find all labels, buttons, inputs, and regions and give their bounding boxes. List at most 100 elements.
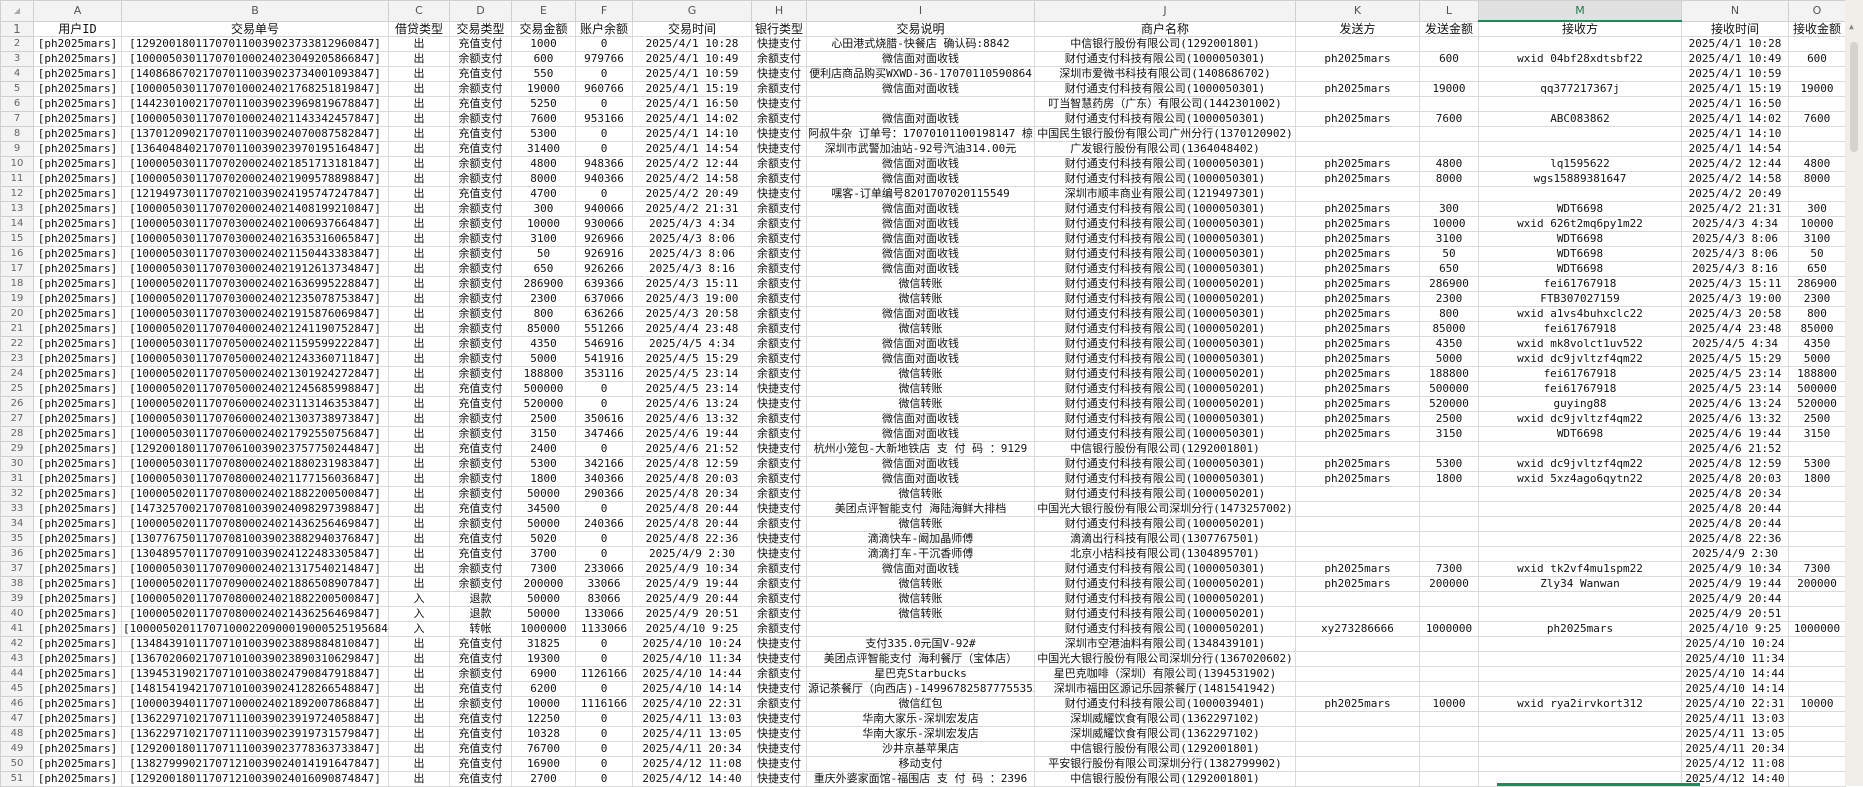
cell-k[interactable]	[1295, 501, 1420, 517]
cell-a[interactable]: [ph2025mars]	[33, 486, 122, 502]
cell-l[interactable]: 19000	[1419, 81, 1479, 97]
cell-o[interactable]: 300	[1788, 201, 1846, 217]
cell-e[interactable]: 3700	[511, 546, 576, 562]
cell-l[interactable]	[1419, 126, 1479, 142]
cell-k[interactable]: ph2025mars	[1295, 291, 1420, 307]
cell-k[interactable]	[1295, 126, 1420, 142]
select-all-triangle-icon[interactable]: ◢	[0, 0, 34, 22]
cell-e[interactable]: 19000	[511, 81, 576, 97]
row-number[interactable]: 6	[0, 96, 34, 112]
cell-n[interactable]: 2025/4/10 11:34	[1681, 651, 1789, 667]
cell-g[interactable]: 2025/4/10 14:44	[632, 666, 752, 682]
cell-j[interactable]: 财付通支付科技有限公司(1000050301)	[1034, 231, 1296, 247]
cell-o[interactable]	[1788, 531, 1846, 547]
cell-g[interactable]: 2025/4/1 14:54	[632, 141, 752, 157]
cell-a[interactable]: [ph2025mars]	[33, 306, 122, 322]
cell-h[interactable]: 快捷支付	[751, 726, 807, 742]
cell-c[interactable]: 出	[388, 696, 450, 712]
row-number[interactable]: 2	[0, 36, 34, 52]
cell-c[interactable]: 出	[388, 681, 450, 697]
row-number[interactable]: 20	[0, 306, 34, 322]
cell-h[interactable]: 快捷支付	[751, 531, 807, 547]
cell-g[interactable]: 2025/4/3 8:16	[632, 261, 752, 277]
cell-c[interactable]: 出	[388, 336, 450, 352]
cell-m[interactable]: WDT6698	[1478, 426, 1682, 442]
cell-d[interactable]: 余额支付	[449, 291, 512, 307]
header-cell[interactable]: 商户名称	[1034, 20, 1296, 37]
cell-j[interactable]: 深圳市空港油料有限公司(1348439101)	[1034, 636, 1296, 652]
cell-j[interactable]: 财付通支付科技有限公司(1000050201)	[1034, 321, 1296, 337]
cell-c[interactable]: 出	[388, 771, 450, 787]
cell-l[interactable]: 4350	[1419, 336, 1479, 352]
cell-j[interactable]: 财付通支付科技有限公司(1000050301)	[1034, 51, 1296, 67]
cell-k[interactable]	[1295, 591, 1420, 607]
cell-o[interactable]: 2500	[1788, 411, 1846, 427]
cell-l[interactable]	[1419, 96, 1479, 112]
cell-j[interactable]: 滴滴出行科技有限公司(1307767501)	[1034, 531, 1296, 547]
cell-o[interactable]	[1788, 651, 1846, 667]
row-number[interactable]: 39	[0, 591, 34, 607]
cell-e[interactable]: 7300	[511, 561, 576, 577]
cell-m[interactable]	[1478, 591, 1682, 607]
column-header-l[interactable]: L	[1419, 0, 1479, 22]
cell-l[interactable]: 8000	[1419, 171, 1479, 187]
cell-j[interactable]: 财付通支付科技有限公司(1000050201)	[1034, 486, 1296, 502]
cell-l[interactable]	[1419, 516, 1479, 532]
cell-g[interactable]: 2025/4/9 20:44	[632, 591, 752, 607]
cell-b[interactable]: [129200180117070110039023733812960847]	[121, 36, 389, 52]
cell-g[interactable]: 2025/4/3 15:11	[632, 276, 752, 292]
cell-d[interactable]: 退款	[449, 591, 512, 607]
cell-i[interactable]: 微信面对面收钱	[806, 246, 1035, 262]
cell-g[interactable]: 2025/4/10 14:14	[632, 681, 752, 697]
cell-h[interactable]: 余额支付	[751, 426, 807, 442]
cell-g[interactable]: 2025/4/1 10:49	[632, 51, 752, 67]
cell-b[interactable]: [100005020117070900024021886508907847]	[121, 576, 389, 592]
cell-i[interactable]: 微信面对面收钱	[806, 81, 1035, 97]
cell-m[interactable]	[1478, 441, 1682, 457]
cell-j[interactable]: 深圳威耀饮食有限公司(1362297102)	[1034, 726, 1296, 742]
cell-a[interactable]: [ph2025mars]	[33, 216, 122, 232]
cell-f[interactable]: 926966	[575, 231, 633, 247]
cell-k[interactable]: ph2025mars	[1295, 306, 1420, 322]
cell-d[interactable]: 充值支付	[449, 186, 512, 202]
cell-f[interactable]: 0	[575, 96, 633, 112]
cell-e[interactable]: 5300	[511, 126, 576, 142]
cell-f[interactable]: 240366	[575, 516, 633, 532]
cell-c[interactable]: 出	[388, 111, 450, 127]
cell-o[interactable]: 1800	[1788, 471, 1846, 487]
cell-g[interactable]: 2025/4/3 8:06	[632, 246, 752, 262]
cell-c[interactable]: 出	[388, 216, 450, 232]
cell-o[interactable]	[1788, 546, 1846, 562]
cell-b[interactable]: [100005030117070300024021150443383847]	[121, 246, 389, 262]
cell-a[interactable]: [ph2025mars]	[33, 141, 122, 157]
cell-o[interactable]	[1788, 66, 1846, 82]
cell-k[interactable]: ph2025mars	[1295, 561, 1420, 577]
cell-k[interactable]	[1295, 636, 1420, 652]
cell-e[interactable]: 6900	[511, 666, 576, 682]
cell-h[interactable]: 快捷支付	[751, 651, 807, 667]
cell-b[interactable]: [144230100217070110039023969819678847]	[121, 96, 389, 112]
cell-i[interactable]: 微信转账	[806, 291, 1035, 307]
scroll-up-arrow-icon[interactable]: ▲	[1849, 22, 1854, 31]
cell-i[interactable]: 重庆外婆家面馆-福围店 支 付 码 ：2396	[806, 771, 1035, 787]
cell-l[interactable]	[1419, 441, 1479, 457]
cell-b[interactable]: [100005030117070600024021792550756847]	[121, 426, 389, 442]
cell-h[interactable]: 余额支付	[751, 561, 807, 577]
cell-l[interactable]	[1419, 546, 1479, 562]
cell-b[interactable]: [100005020117070800024021436256469847]	[121, 516, 389, 532]
column-header-n[interactable]: N	[1681, 0, 1789, 22]
header-cell[interactable]: 交易金额	[511, 20, 576, 37]
cell-o[interactable]: 7300	[1788, 561, 1846, 577]
cell-k[interactable]	[1295, 441, 1420, 457]
cell-b[interactable]: [136702060217071010039023890310629847]	[121, 651, 389, 667]
cell-e[interactable]: 600	[511, 51, 576, 67]
cell-j[interactable]: 财付通支付科技有限公司(1000050201)	[1034, 516, 1296, 532]
cell-e[interactable]: 10000	[511, 696, 576, 712]
header-cell[interactable]: 接收金额	[1788, 20, 1846, 37]
cell-j[interactable]: 叮当智慧药房（广东）有限公司(1442301002)	[1034, 96, 1296, 112]
cell-i[interactable]: 心田港式烧腊-快餐店 确认码:8842	[806, 36, 1035, 52]
cell-g[interactable]: 2025/4/3 19:00	[632, 291, 752, 307]
cell-a[interactable]: [ph2025mars]	[33, 336, 122, 352]
cell-m[interactable]	[1478, 681, 1682, 697]
cell-h[interactable]: 快捷支付	[751, 396, 807, 412]
